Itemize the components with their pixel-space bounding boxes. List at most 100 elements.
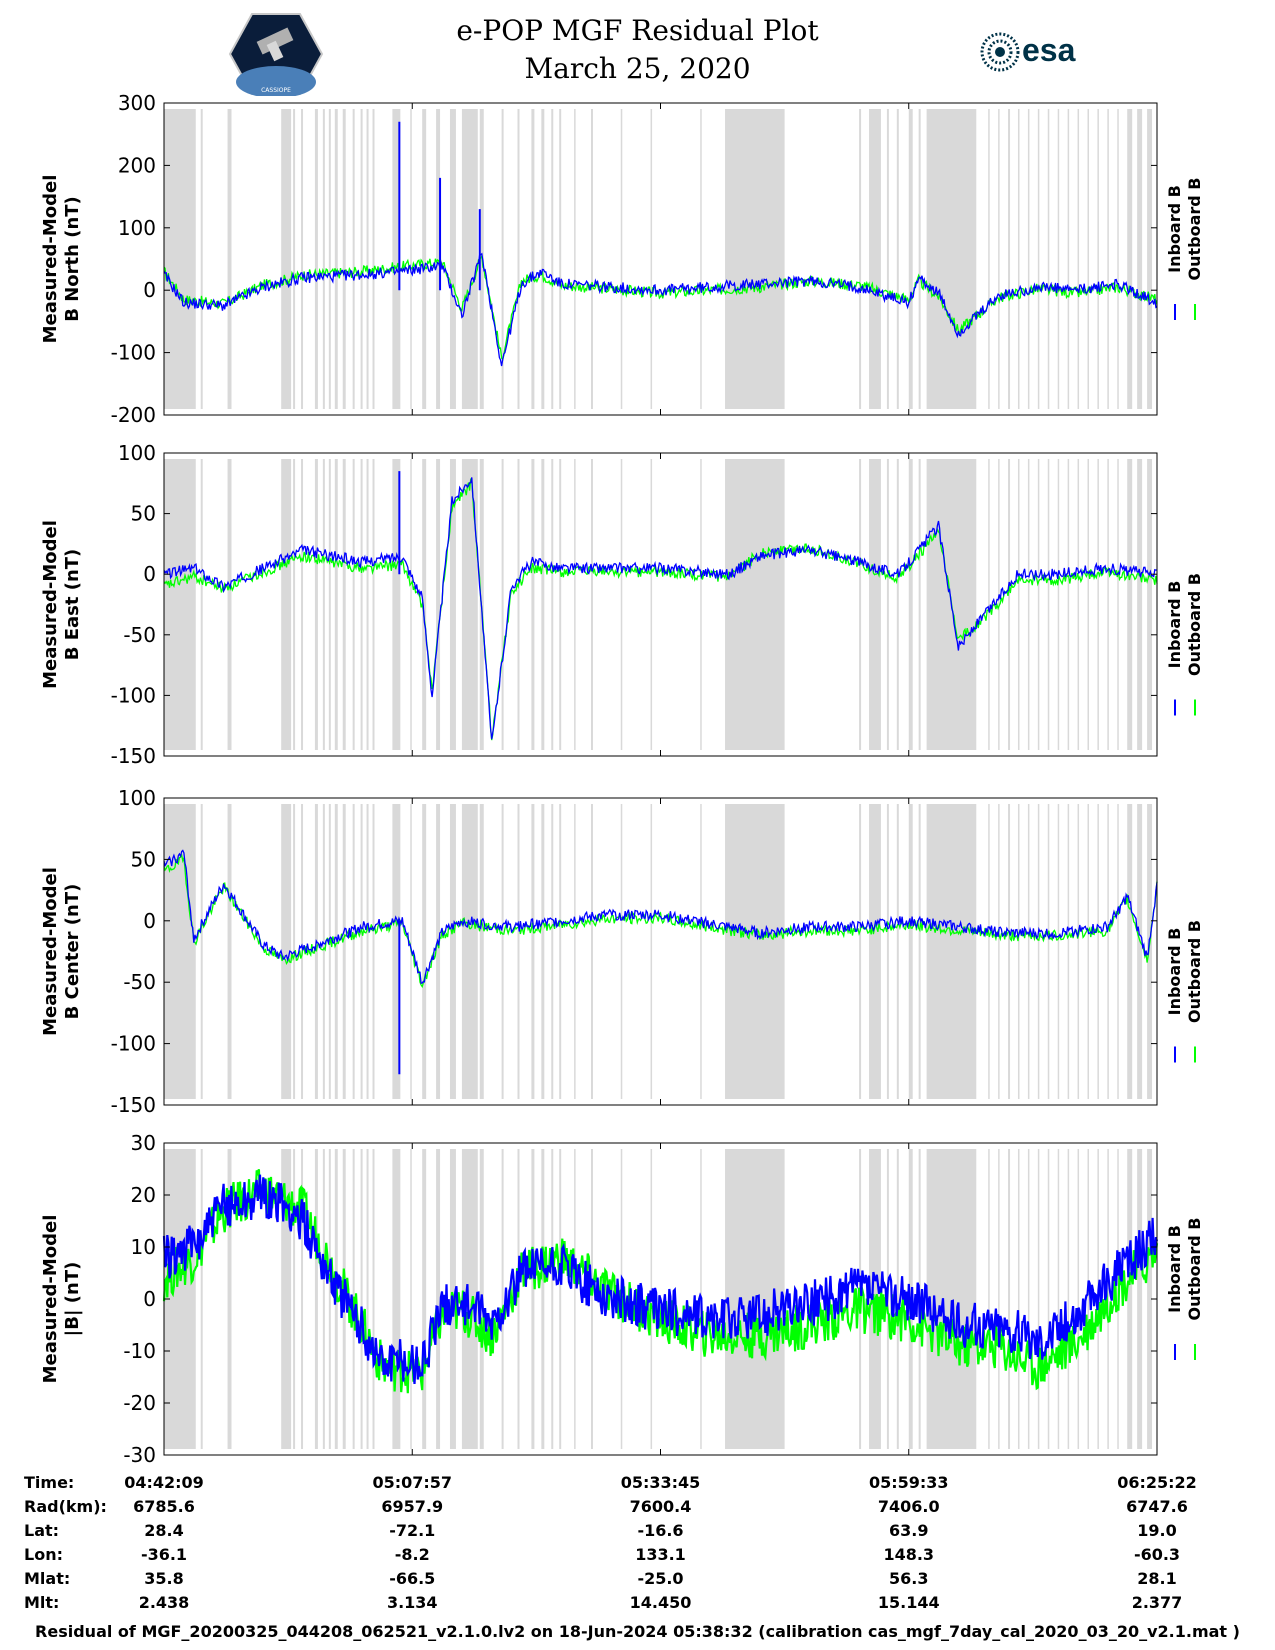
orbit-value: 06:25:22: [1117, 1473, 1197, 1492]
data-gap-band: [449, 459, 456, 750]
y-tick-label: -100: [111, 683, 156, 707]
orbit-row-label: Lat:: [24, 1521, 60, 1540]
data-gap-band: [366, 804, 369, 1099]
inboard-series-line: [163, 477, 1158, 740]
data-gap-band: [352, 804, 355, 1099]
y-axis-label: B North (nT): [62, 196, 83, 322]
esa-logo: esa: [978, 30, 1098, 74]
y-tick-label: 10: [131, 1235, 156, 1259]
data-gap-band: [574, 804, 576, 1099]
data-gap-band: [436, 804, 441, 1099]
data-gap-band: [1137, 459, 1143, 750]
data-gap-band: [1027, 109, 1030, 409]
data-gap-band: [1077, 1149, 1080, 1449]
y-tick-label: -50: [123, 623, 156, 647]
data-gap-band: [328, 1149, 331, 1449]
data-gap-band: [859, 459, 862, 750]
data-gap-band: [360, 1149, 363, 1449]
data-gap-band: [372, 804, 375, 1099]
orbit-value: 7600.4: [629, 1497, 692, 1516]
y-tick-label: -150: [111, 1093, 156, 1117]
orbit-value: 2.377: [1131, 1593, 1183, 1612]
y-tick-label: -30: [123, 1443, 156, 1467]
data-gap-band: [1137, 109, 1143, 409]
orbit-value: 3.134: [386, 1593, 438, 1612]
data-gap-band: [1127, 804, 1133, 1099]
data-gap-band: [1017, 109, 1020, 409]
y-tick-label: 0: [143, 562, 156, 586]
data-gap-band: [574, 109, 576, 409]
data-gap-band: [1107, 109, 1109, 409]
y-axis-label: Measured-Model: [40, 520, 61, 689]
orbit-value: 63.9: [889, 1521, 929, 1540]
data-gap-band: [574, 1149, 576, 1449]
cassiope-logo-text: CASSIOPE: [261, 87, 291, 94]
data-gap-band: [1147, 109, 1153, 409]
orbit-value: 28.4: [144, 1521, 184, 1540]
data-gap-band: [551, 109, 554, 409]
y-tick-label: -100: [111, 341, 156, 365]
data-gap-band: [1147, 1149, 1153, 1449]
data-gap-band: [227, 1149, 232, 1449]
data-gap-band: [422, 459, 427, 750]
orbit-row-label: Rad(km):: [24, 1497, 107, 1516]
data-gap-band: [886, 109, 889, 409]
data-gap-band: [620, 109, 623, 409]
data-gap-band: [501, 459, 504, 750]
data-gap-band: [998, 804, 1000, 1099]
y-tick-label: 0: [143, 1287, 156, 1311]
orbit-value: 6957.9: [381, 1497, 444, 1516]
data-gap-band: [1117, 459, 1119, 750]
data-gap-band: [590, 109, 593, 409]
data-gap-band: [293, 109, 296, 409]
data-gap-band: [1008, 804, 1011, 1099]
orbit-value: -16.6: [637, 1521, 684, 1540]
data-gap-band: [301, 459, 304, 750]
data-gap-band: [501, 1149, 504, 1449]
legend-label: Outboard B: [1185, 178, 1204, 281]
data-gap-band: [293, 1149, 296, 1449]
data-gap-band: [342, 804, 346, 1099]
footer-caption: Residual of MGF_20200325_044208_062521_v…: [35, 1622, 1240, 1641]
orbit-row-label: Lon:: [24, 1545, 63, 1564]
data-gap-band: [1057, 109, 1060, 409]
data-gap-band: [998, 109, 1000, 409]
data-gap-band: [1127, 1149, 1133, 1449]
data-gap-band: [227, 109, 232, 409]
data-gap-band: [227, 804, 232, 1099]
data-gap-band: [988, 804, 990, 1099]
data-gap-band: [372, 459, 375, 750]
data-gap-band: [334, 459, 338, 750]
data-gap-band: [988, 109, 990, 409]
data-gap-band: [301, 1149, 304, 1449]
legend-label: Outboard B: [1185, 573, 1204, 676]
data-gap-band: [449, 804, 456, 1099]
y-tick-label: 30: [131, 1131, 156, 1155]
data-gap-band: [501, 109, 504, 409]
data-gap-band: [896, 804, 899, 1099]
y-axis-label: Measured-Model: [40, 867, 61, 1036]
data-gap-band: [1057, 459, 1060, 750]
data-gap-band: [531, 109, 535, 409]
data-gap-band: [360, 459, 363, 750]
orbit-value: 05:07:57: [372, 1473, 453, 1492]
data-gap-band: [501, 804, 504, 1099]
data-gap-band: [372, 109, 375, 409]
data-gap-band: [1097, 109, 1099, 409]
y-axis-label: |B| (nT): [62, 1262, 83, 1337]
data-gap-band: [908, 804, 913, 1099]
data-gap-band: [328, 459, 331, 750]
data-gap-band: [1147, 459, 1153, 750]
data-gap-band: [896, 1149, 899, 1449]
data-gap-band: [436, 1149, 441, 1449]
data-gap-band: [422, 1149, 427, 1449]
orbit-value: -36.1: [140, 1545, 188, 1564]
data-gap-band: [461, 804, 478, 1099]
data-gap-band: [1107, 1149, 1109, 1449]
data-gap-band: [1057, 804, 1060, 1099]
orbit-row-label: Mlat:: [24, 1569, 71, 1588]
data-gap-band: [1017, 804, 1020, 1099]
y-tick-label: -200: [111, 403, 156, 427]
inboard-series-line: [162, 1174, 1159, 1384]
data-gap-band: [1017, 1149, 1020, 1449]
